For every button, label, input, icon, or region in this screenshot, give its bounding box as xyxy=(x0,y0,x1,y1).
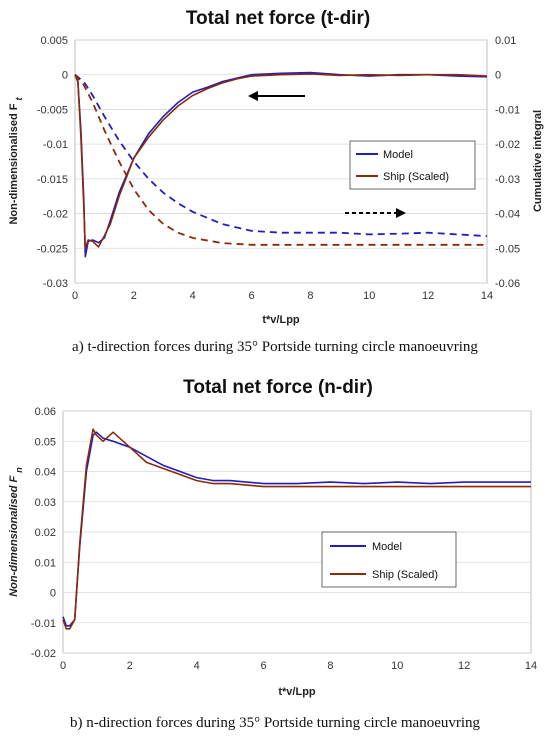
series-line-ship-scaled- xyxy=(74,73,488,250)
chart2-legend-label-model: Model xyxy=(372,541,402,553)
y2-tick-label: -0.06 xyxy=(495,278,520,290)
chart2-x-ticks: 0 2 4 6 8 10 12 14 xyxy=(60,660,537,672)
chart1-y2-axis-label: Cumulative integral xyxy=(532,110,544,212)
x-tick-label: 12 xyxy=(422,290,434,302)
chart1-caption: a) t-direction forces during 35° Portsid… xyxy=(72,339,478,355)
y-tick-label: -0.02 xyxy=(31,648,56,660)
chart1-arrow-right-axis xyxy=(345,208,406,218)
x-tick-label: 14 xyxy=(481,290,493,302)
x-tick-label: 0 xyxy=(60,660,66,672)
y-tick-label: 0 xyxy=(62,70,68,82)
chart2-title: Total net force (n-dir) xyxy=(183,377,373,398)
chart2-y-ticks: 0.06 0.05 0.04 0.03 0.02 0.01 0 -0.01 -0.02 xyxy=(31,406,56,660)
chart1-x-axis-label: t*v/Lpp xyxy=(262,314,300,326)
chart1-legend-label-model: Model xyxy=(383,149,413,161)
x-tick-label: 6 xyxy=(249,290,255,302)
x-tick-label: 2 xyxy=(131,290,137,302)
y-tick-label: 0.01 xyxy=(35,557,56,569)
chart1-arrow-left-axis xyxy=(248,91,305,101)
chart2-caption: b) n-direction forces during 35° Portsid… xyxy=(70,715,481,731)
chart1-y-ticks: 0.005 0 -0.005 -0.01 -0.015 -0.02 -0.025 -0.03 xyxy=(37,35,68,290)
x-tick-label: 2 xyxy=(127,660,133,672)
x-tick-label: 8 xyxy=(307,290,313,302)
series-line-ship-scaled--cumulative xyxy=(74,74,487,246)
chart1-legend-box xyxy=(349,140,476,190)
x-tick-label: 10 xyxy=(391,660,403,672)
chart1-y-axis-label: Non-dimensionalised F t xyxy=(8,96,24,224)
y-tick-label: -0.015 xyxy=(37,174,68,186)
chart2-series xyxy=(62,428,531,630)
y2-tick-label: -0.04 xyxy=(495,209,520,221)
chart2-y-axis-label: Non-dimensionalised F n xyxy=(8,467,24,597)
y-tick-label: 0.02 xyxy=(35,527,56,539)
x-tick-label: 14 xyxy=(525,660,537,672)
x-tick-label: 6 xyxy=(261,660,267,672)
chart1-y2-ticks: 0.01 0 -0.01 -0.02 -0.03 -0.04 -0.05 -0.06 xyxy=(495,35,520,290)
x-tick-label: 8 xyxy=(327,660,333,672)
x-tick-label: 4 xyxy=(190,290,196,302)
y-tick-label: 0.04 xyxy=(35,467,56,479)
y-tick-label: 0.03 xyxy=(35,497,56,509)
y-tick-label: 0 xyxy=(50,588,56,600)
y-tick-label: -0.005 xyxy=(37,104,68,116)
x-tick-label: 4 xyxy=(194,660,200,672)
y-tick-label: 0.06 xyxy=(35,406,56,418)
y2-tick-label: -0.02 xyxy=(495,139,520,151)
chart2-legend-box xyxy=(321,531,457,588)
y2-tick-label: 0.01 xyxy=(495,35,516,47)
x-tick-label: 10 xyxy=(363,290,375,302)
chart2-legend: Model Ship (Scaled) xyxy=(321,531,457,588)
chart2-grid xyxy=(63,410,531,654)
chart1-legend: Model Ship (Scaled) xyxy=(349,140,476,190)
y2-tick-label: 0 xyxy=(495,70,501,82)
y2-tick-label: -0.03 xyxy=(495,174,520,186)
chart2-legend-label-ship: Ship (Scaled) xyxy=(372,569,438,581)
series-line-ship-scaled- xyxy=(62,428,531,630)
y-tick-label: -0.01 xyxy=(43,139,68,151)
x-tick-label: 0 xyxy=(72,290,78,302)
chart1-x-ticks: 0 2 4 6 8 10 12 14 xyxy=(72,290,493,302)
chart1-series xyxy=(74,71,488,258)
chart-t-direction: Total net force (t-dir) 0.005 0 -0.005 -0.0… xyxy=(8,8,544,355)
chart2-x-axis-label: t*v/Lpp xyxy=(278,686,316,698)
chart-n-direction: Total net force (n-dir) 0.06 0.05 0.04 0.03… xyxy=(8,377,537,731)
y2-tick-label: -0.01 xyxy=(495,104,520,116)
y2-tick-label: -0.05 xyxy=(495,243,520,255)
y-tick-label: -0.01 xyxy=(31,618,56,630)
y-tick-label: -0.03 xyxy=(43,278,68,290)
y-tick-label: -0.025 xyxy=(37,243,68,255)
chart1-legend-label-ship: Ship (Scaled) xyxy=(383,171,449,183)
y-tick-label: 0.005 xyxy=(40,35,68,47)
y-tick-label: 0.05 xyxy=(35,436,56,448)
y-tick-label: -0.02 xyxy=(43,209,68,221)
series-line-model-cumulative xyxy=(74,73,488,237)
x-tick-label: 12 xyxy=(458,660,470,672)
chart1-title: Total net force (t-dir) xyxy=(186,8,370,29)
